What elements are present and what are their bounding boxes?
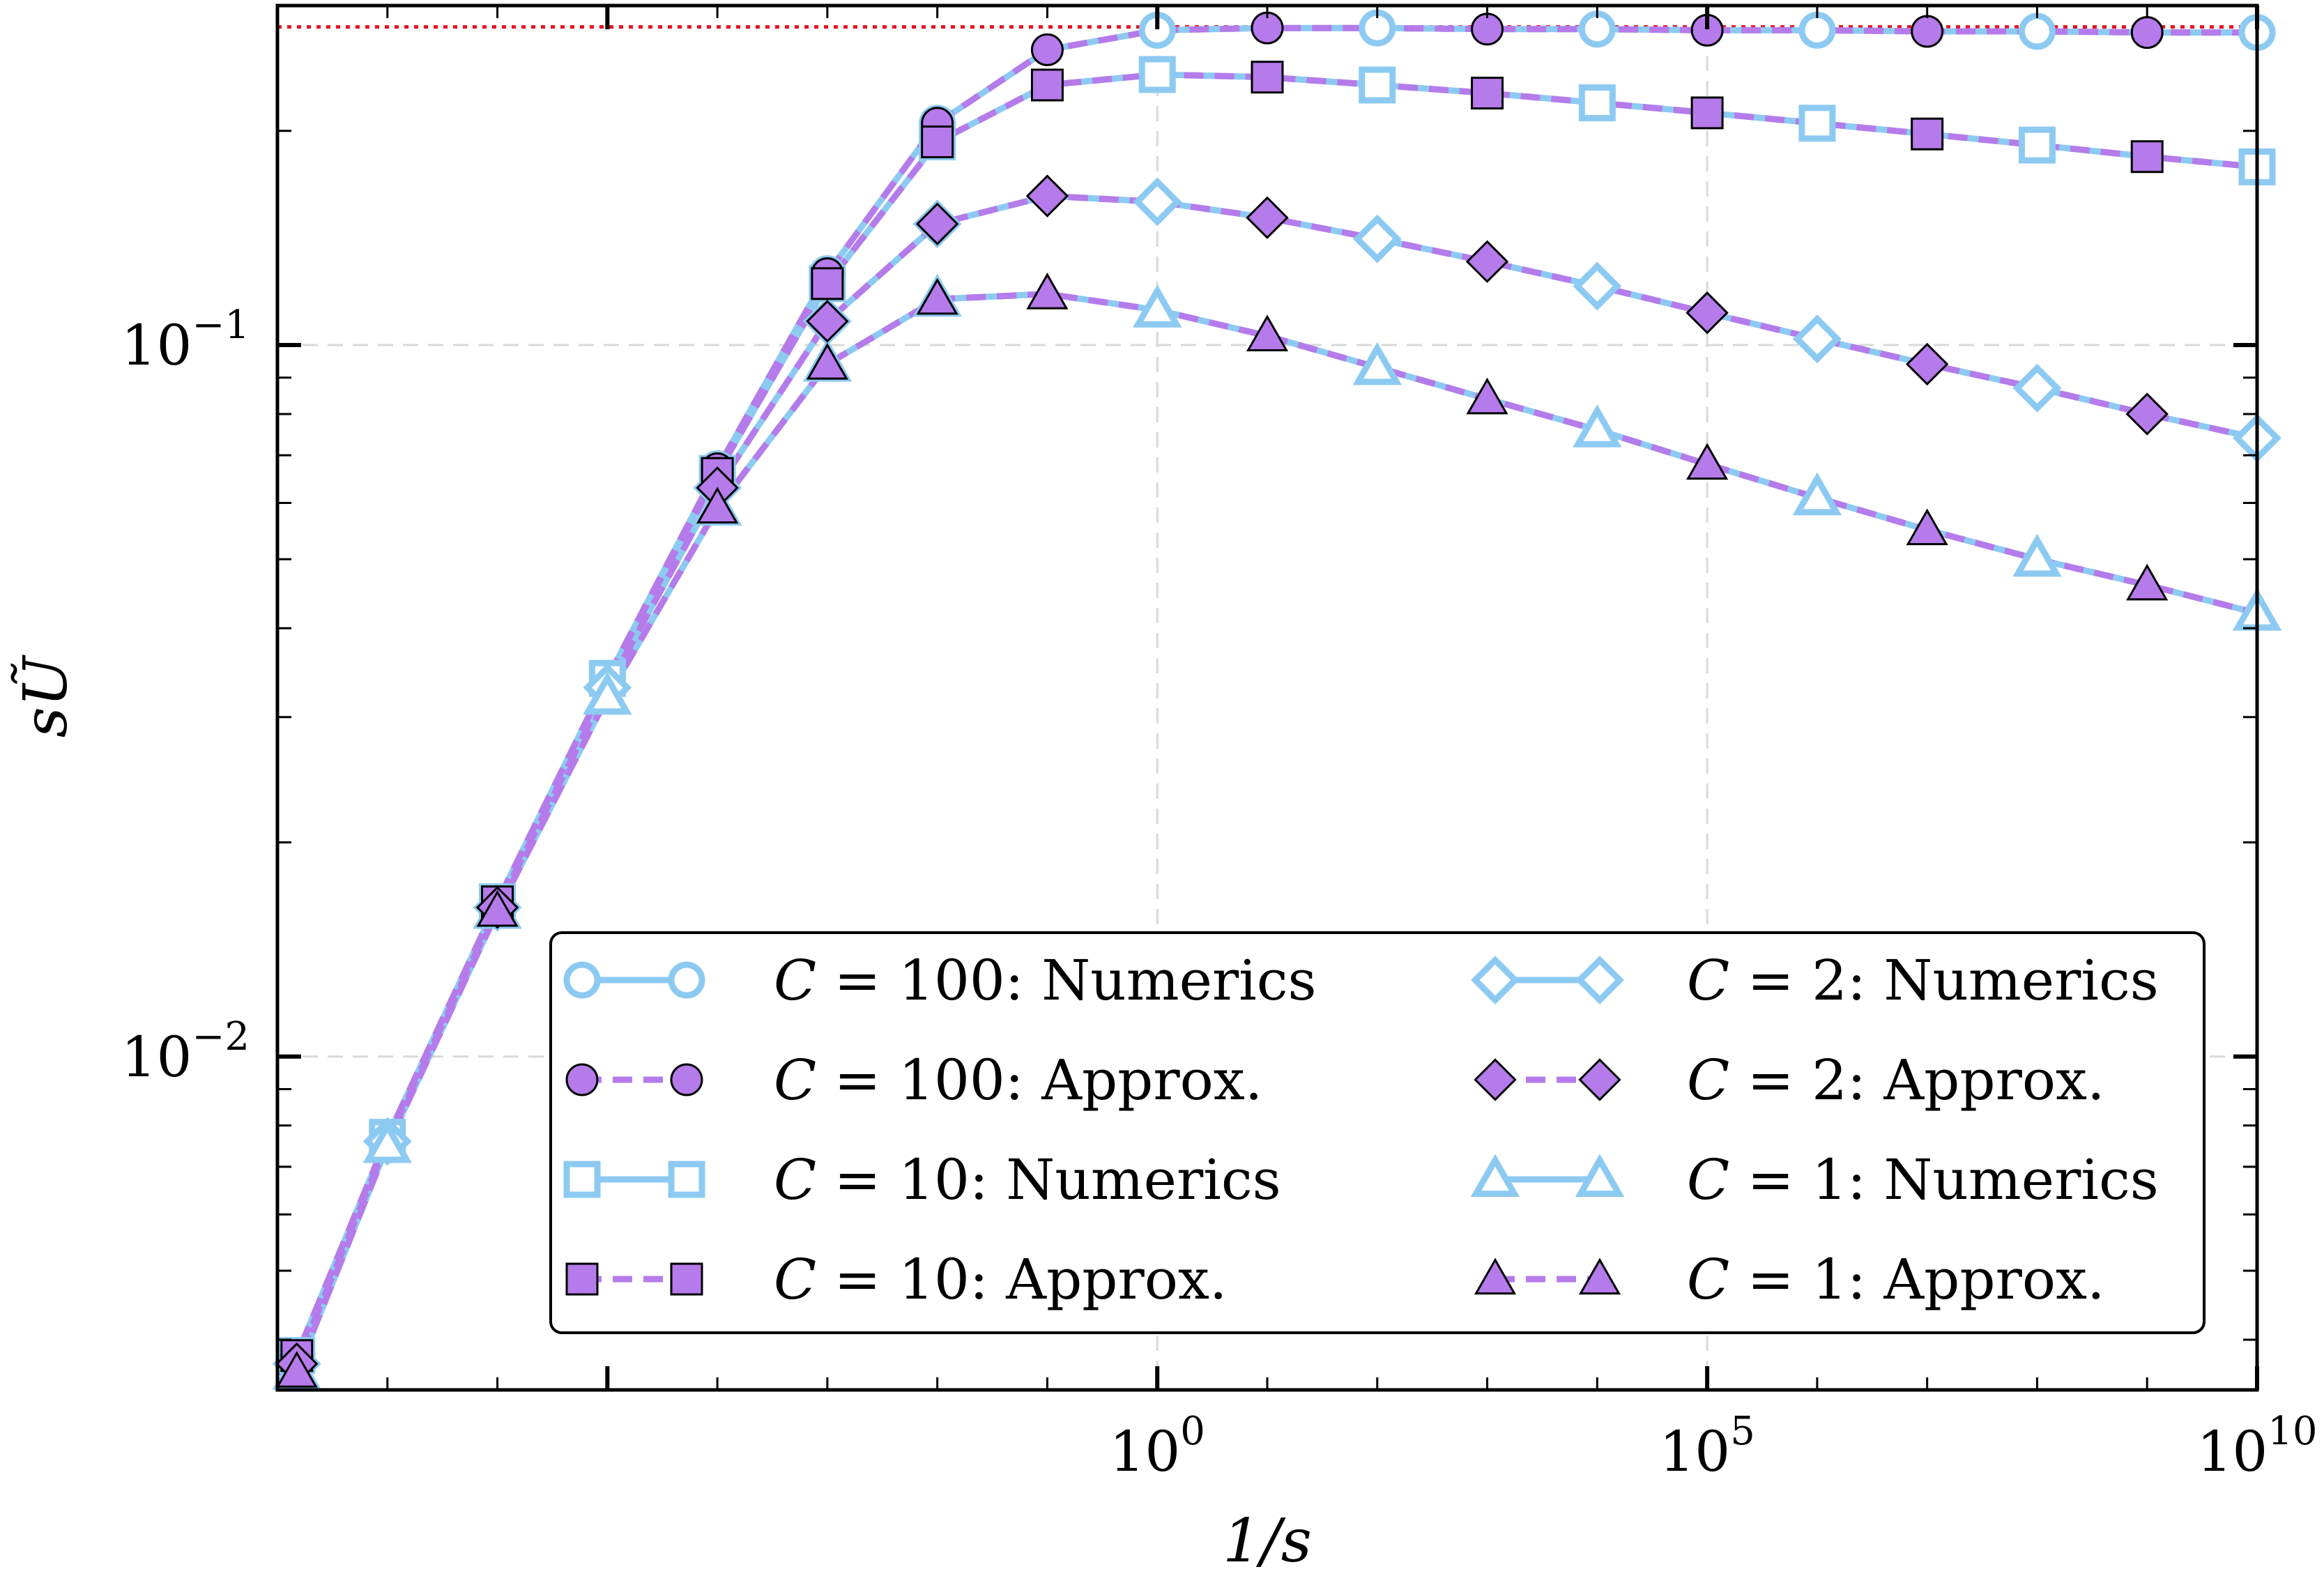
data-point-diamond-approx bbox=[1905, 342, 1949, 386]
data-point-diamond-numerics bbox=[2012, 363, 2062, 413]
data-point-triangle-numerics bbox=[2012, 533, 2062, 577]
x-tick-label: 1010 bbox=[2196, 1409, 2317, 1484]
data-point-square-approx bbox=[1030, 68, 1064, 102]
legend-label: C = 1: Numerics bbox=[1687, 1147, 2159, 1212]
legend-marker-square bbox=[563, 1161, 601, 1198]
data-point-circle-approx bbox=[1030, 33, 1064, 66]
legend-marker-circle bbox=[668, 961, 705, 999]
data-point-square-approx bbox=[1911, 117, 1944, 151]
data-point-square-numerics bbox=[1138, 56, 1176, 93]
y-axis-title: sŨ bbox=[10, 655, 81, 737]
legend-label: C = 2: Approx. bbox=[1687, 1048, 2105, 1112]
data-point-square-approx bbox=[2130, 140, 2164, 174]
legend-marker-circle bbox=[670, 1063, 703, 1096]
data-point-triangle-approx bbox=[1026, 273, 1069, 309]
data-point-diamond-approx bbox=[1465, 240, 1509, 284]
data-point-circle-approx bbox=[1911, 15, 1944, 48]
data-point-triangle-numerics bbox=[1573, 404, 1622, 448]
data-point-diamond-approx bbox=[806, 300, 849, 343]
data-point-triangle-approx bbox=[476, 889, 519, 927]
legend-label: C = 10: Numerics bbox=[774, 1147, 1281, 1212]
data-point-square-numerics bbox=[1359, 66, 1396, 104]
data-point-circle-approx bbox=[1471, 13, 1504, 46]
data-point-square-approx bbox=[921, 125, 954, 159]
legend-marker-triangle bbox=[1575, 1154, 1625, 1198]
legend-marker-triangle bbox=[1470, 1154, 1520, 1198]
data-point-diamond-approx bbox=[1246, 196, 1289, 240]
data-point-diamond-numerics bbox=[1573, 261, 1622, 311]
data-point-square-approx bbox=[1471, 77, 1504, 110]
legend-label: C = 10: Approx. bbox=[774, 1247, 1227, 1312]
legend-label: C = 100: Approx. bbox=[774, 1048, 1262, 1112]
legend-marker-square bbox=[670, 1262, 703, 1296]
legend-label: C = 2: Numerics bbox=[1687, 948, 2159, 1013]
legend-label: C = 100: Numerics bbox=[774, 948, 1317, 1013]
legend-marker-circle bbox=[563, 961, 601, 999]
legend-marker-circle bbox=[565, 1063, 599, 1096]
marker-layer bbox=[272, 9, 2282, 1390]
data-point-square-numerics bbox=[1578, 84, 1616, 122]
data-point-triangle-numerics bbox=[583, 671, 632, 715]
x-tick-label: 105 bbox=[1659, 1409, 1755, 1484]
legend: C = 100: Numerics C = 2: Numerics C = 100:… bbox=[549, 931, 2205, 1334]
data-point-diamond-numerics bbox=[1133, 177, 1182, 227]
legend-marker-diamond bbox=[1578, 1058, 1621, 1101]
axis-ticks bbox=[276, 6, 2259, 1390]
y-tick-label: 10−1 bbox=[121, 303, 250, 378]
data-point-circle-approx bbox=[2130, 16, 2164, 49]
legend-marker-square bbox=[565, 1262, 599, 1296]
legend-marker-triangle bbox=[1578, 1257, 1621, 1295]
data-point-diamond-approx bbox=[1685, 291, 1729, 335]
legend-marker-diamond bbox=[1474, 1058, 1517, 1101]
data-point-triangle-approx bbox=[1906, 508, 1948, 546]
data-point-triangle-approx bbox=[1246, 314, 1289, 352]
data-point-diamond-numerics bbox=[1352, 214, 1402, 263]
data-point-triangle-approx bbox=[916, 277, 958, 315]
x-tick-label: 100 bbox=[1110, 1409, 1205, 1484]
data-point-triangle-numerics bbox=[1792, 472, 1842, 516]
data-point-triangle-approx bbox=[1686, 443, 1729, 480]
data-point-diamond-approx bbox=[2125, 392, 2169, 436]
data-point-circle-numerics bbox=[1798, 11, 1836, 49]
legend-marker-diamond bbox=[1471, 956, 1520, 1004]
data-point-triangle-numerics bbox=[1352, 342, 1402, 385]
data-point-diamond-approx bbox=[915, 202, 959, 245]
y-tick-label: 10−2 bbox=[121, 1014, 250, 1089]
x-axis-title: 1/s bbox=[1223, 1506, 1312, 1576]
legend-label: C = 1: Approx. bbox=[1687, 1247, 2105, 1312]
data-point-circle-numerics bbox=[1578, 10, 1616, 48]
data-point-square-approx bbox=[1251, 61, 1284, 94]
data-point-triangle-approx bbox=[275, 1351, 318, 1388]
legend-box bbox=[549, 931, 2205, 1334]
data-point-triangle-numerics bbox=[1132, 284, 1182, 328]
legend-marker-triangle bbox=[1474, 1257, 1517, 1295]
legend-marker-square bbox=[668, 1161, 705, 1198]
axis-tick-labels: 100 105 1010 10−1 10−2 bbox=[121, 303, 2318, 1484]
data-point-circle-numerics bbox=[2018, 13, 2056, 50]
legend-marker-diamond bbox=[1575, 956, 1624, 1004]
data-point-triangle-numerics bbox=[362, 1119, 413, 1163]
data-point-square-approx bbox=[811, 267, 844, 300]
data-point-diamond-numerics bbox=[1792, 314, 1842, 364]
data-point-square-numerics bbox=[2018, 126, 2056, 164]
data-point-diamond-approx bbox=[1025, 174, 1069, 217]
data-point-square-numerics bbox=[1798, 105, 1836, 142]
data-point-triangle-approx bbox=[2126, 563, 2169, 601]
data-point-square-approx bbox=[1690, 96, 1724, 130]
data-point-triangle-approx bbox=[696, 487, 739, 524]
data-point-triangle-approx bbox=[1466, 377, 1508, 415]
data-point-triangle-approx bbox=[806, 342, 848, 380]
